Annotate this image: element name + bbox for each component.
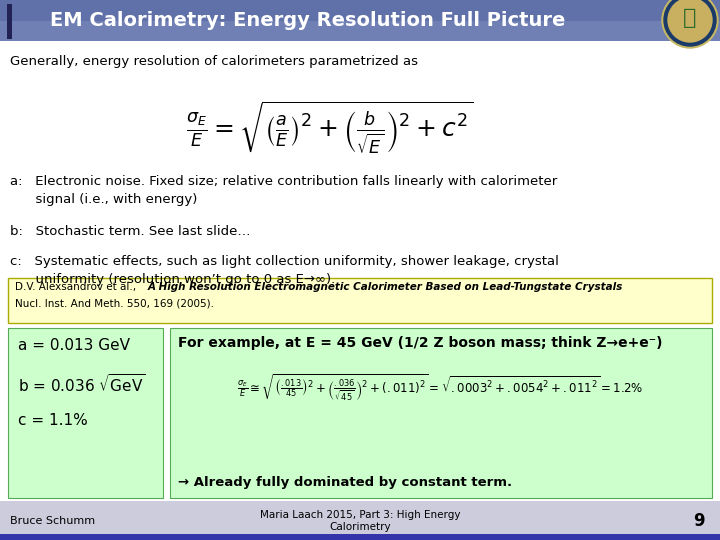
Text: b:   Stochastic term. See last slide…: b: Stochastic term. See last slide… [10, 225, 251, 238]
Text: $\frac{\sigma_E}{E} = \sqrt{\left(\frac{a}{E}\right)^2 + \left(\frac{b}{\sqrt{E}: $\frac{\sigma_E}{E} = \sqrt{\left(\frac{… [186, 100, 474, 156]
Bar [0, 0, 720, 41]
Bar [0, 41, 720, 501]
Text: D.V. Alexsandrov et al.,: D.V. Alexsandrov et al., [15, 282, 140, 292]
Bar [0, 21, 720, 41]
Text: a = 0.013 GeV: a = 0.013 GeV [18, 338, 130, 353]
Text: a:   Electronic noise. Fixed size; relative contribution falls linearly with cal: a: Electronic noise. Fixed size; relativ… [10, 175, 557, 206]
Text: Nucl. Inst. And Meth. 550, 169 (2005).: Nucl. Inst. And Meth. 550, 169 (2005). [15, 298, 214, 308]
Text: For example, at E = 45 GeV (1/2 Z boson mass; think Z→e+e⁻): For example, at E = 45 GeV (1/2 Z boson … [178, 336, 662, 350]
Text: 🌲: 🌲 [683, 8, 697, 28]
Text: → Already fully dominated by constant term.: → Already fully dominated by constant te… [178, 476, 512, 489]
Text: Bruce Schumm: Bruce Schumm [10, 516, 95, 526]
Bar [0, 534, 720, 540]
Text: b = 0.036 $\sqrt{\mathrm{GeV}}$: b = 0.036 $\sqrt{\mathrm{GeV}}$ [18, 373, 145, 395]
Bar [7, 4, 12, 39]
Text: EM Calorimetry: Energy Resolution Full Picture: EM Calorimetry: Energy Resolution Full P… [50, 10, 565, 30]
Text: Generally, energy resolution of calorimeters parametrized as: Generally, energy resolution of calorime… [10, 55, 418, 68]
Text: A High Resolution Electromagnetic Calorimeter Based on Lead-Tungstate Crystals: A High Resolution Electromagnetic Calori… [148, 282, 624, 292]
Bar [170, 328, 712, 498]
Text: c:   Systematic effects, such as light collection uniformity, shower leakage, cr: c: Systematic effects, such as light col… [10, 255, 559, 286]
Bar [8, 328, 163, 498]
Text: Maria Laach 2015, Part 3: High Energy
Calorimetry: Maria Laach 2015, Part 3: High Energy Ca… [260, 510, 460, 532]
Circle shape [668, 0, 712, 42]
Text: c = 1.1%: c = 1.1% [18, 413, 88, 428]
Bar [0, 501, 720, 540]
Text: $\frac{\sigma_E}{E} \cong \sqrt{\left(\frac{.013}{45}\right)^2 + \left(\frac{.03: $\frac{\sigma_E}{E} \cong \sqrt{\left(\f… [237, 373, 643, 403]
Text: 9: 9 [693, 512, 705, 530]
Circle shape [662, 0, 718, 48]
Circle shape [664, 0, 716, 46]
Bar [8, 278, 712, 323]
